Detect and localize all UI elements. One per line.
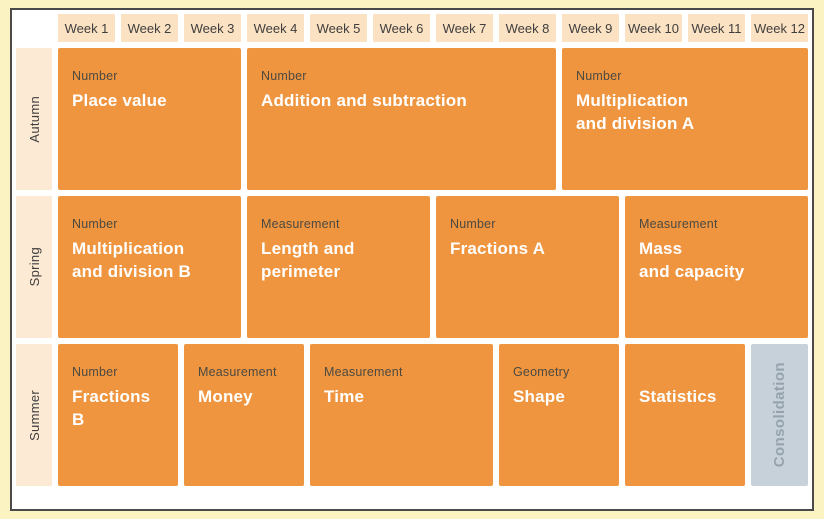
season-label-text: Autumn bbox=[26, 95, 42, 143]
block-fractions-b: Number Fractions B bbox=[58, 344, 178, 486]
block-category: Number bbox=[72, 365, 118, 379]
block-consolidation: Consolidation bbox=[751, 344, 808, 486]
season-label-spring: Spring bbox=[16, 196, 52, 338]
block-money: Measurement Money bbox=[184, 344, 304, 486]
block-title: Consolidation bbox=[771, 362, 788, 468]
week-header-9: Week 9 bbox=[562, 14, 619, 42]
week-header-11: Week 11 bbox=[688, 14, 745, 42]
block-category: Number bbox=[576, 69, 622, 83]
block-multiplication-and-division-a: Number Multiplication and division A bbox=[562, 48, 808, 190]
block-shape: Geometry Shape bbox=[499, 344, 619, 486]
block-time: Measurement Time bbox=[310, 344, 493, 486]
block-length-and-perimeter: Measurement Length and perimeter bbox=[247, 196, 430, 338]
block-category: Measurement bbox=[261, 217, 340, 231]
block-place-value: Number Place value bbox=[58, 48, 241, 190]
block-category: Number bbox=[72, 69, 118, 83]
block-mass-and-capacity: Measurement Mass and capacity bbox=[625, 196, 808, 338]
block-title: Addition and subtraction bbox=[261, 91, 467, 110]
week-header-8: Week 8 bbox=[499, 14, 556, 42]
week-header-10: Week 10 bbox=[625, 14, 682, 42]
season-label-text: Summer bbox=[26, 389, 42, 441]
block-category: Number bbox=[261, 69, 307, 83]
block-title: Fractions A bbox=[450, 239, 546, 258]
block-title: Time bbox=[324, 387, 365, 406]
block-fractions-a: Number Fractions A bbox=[436, 196, 619, 338]
block-title: Mass and capacity bbox=[639, 239, 745, 281]
block-category: Measurement bbox=[639, 217, 718, 231]
block-category: Measurement bbox=[324, 365, 403, 379]
block-category bbox=[639, 364, 731, 381]
block-multiplication-and-division-b: Number Multiplication and division B bbox=[58, 196, 241, 338]
grid-corner-cell bbox=[16, 14, 52, 42]
week-header-4: Week 4 bbox=[247, 14, 304, 42]
season-label-summer: Summer bbox=[16, 344, 52, 486]
week-header-12: Week 12 bbox=[751, 14, 808, 42]
week-header-1: Week 1 bbox=[58, 14, 115, 42]
block-title: Place value bbox=[72, 91, 167, 110]
block-title: Money bbox=[198, 387, 253, 406]
block-title: Fractions B bbox=[72, 387, 151, 429]
block-category: Measurement bbox=[198, 365, 277, 379]
block-title: Shape bbox=[513, 387, 566, 406]
block-statistics: Statistics bbox=[625, 344, 745, 486]
block-title: Multiplication and division B bbox=[72, 239, 191, 281]
curriculum-board: Week 1 Week 2 Week 3 Week 4 Week 5 Week … bbox=[10, 8, 814, 511]
season-label-autumn: Autumn bbox=[16, 48, 52, 190]
block-category: Geometry bbox=[513, 365, 570, 379]
week-header-5: Week 5 bbox=[310, 14, 367, 42]
week-header-7: Week 7 bbox=[436, 14, 493, 42]
curriculum-grid: Week 1 Week 2 Week 3 Week 4 Week 5 Week … bbox=[16, 14, 808, 486]
block-title: Length and perimeter bbox=[261, 239, 355, 281]
block-category: Number bbox=[450, 217, 496, 231]
week-header-3: Week 3 bbox=[184, 14, 241, 42]
block-title: Multiplication and division A bbox=[576, 91, 695, 133]
season-label-text: Spring bbox=[26, 247, 42, 287]
week-header-6: Week 6 bbox=[373, 14, 430, 42]
block-title: Statistics bbox=[639, 387, 717, 406]
block-category: Number bbox=[72, 217, 118, 231]
week-header-2: Week 2 bbox=[121, 14, 178, 42]
block-addition-and-subtraction: Number Addition and subtraction bbox=[247, 48, 556, 190]
